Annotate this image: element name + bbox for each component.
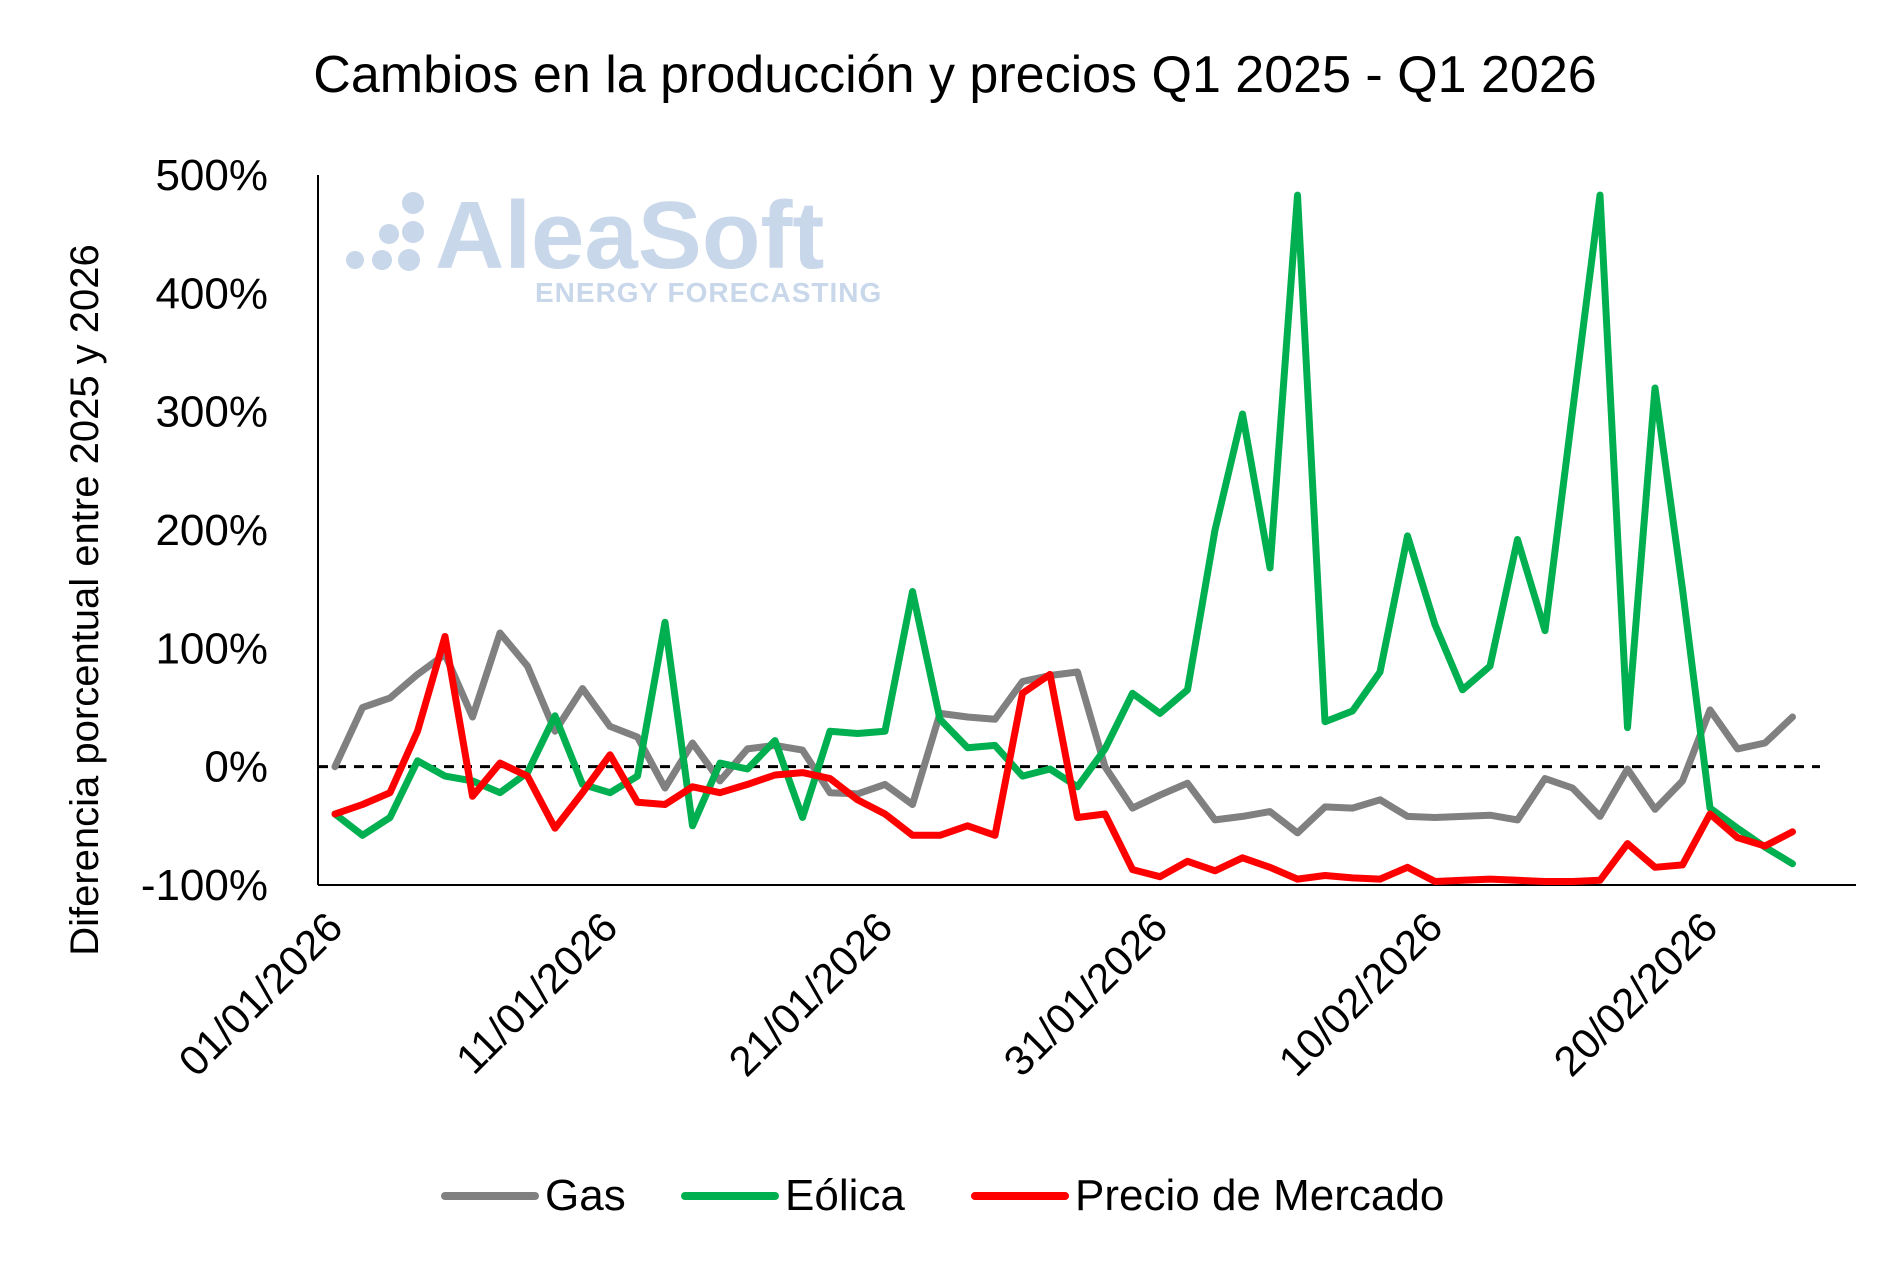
x-tick-label: 20/02/2026 [1544,903,1726,1085]
legend: Gas Eólica Precio de Mercado [441,1171,1444,1220]
watermark-tagline: ENERGY FORECASTING [535,277,882,308]
legend-label: Precio de Mercado [1075,1171,1444,1220]
y-tick-label: 200% [155,506,268,555]
y-tick-label: 300% [155,388,268,437]
y-tick-label: 400% [155,269,268,318]
legend-label: Gas [545,1171,626,1220]
y-axis-label: Diferencia porcentual entre 2025 y 2026 [63,244,107,956]
series-line-gas [331,629,1796,837]
y-tick-label: 100% [155,624,268,673]
y-tick-label: -100% [141,861,268,910]
y-tick-label: 500% [155,151,268,200]
series-line-e-lica [331,191,1796,868]
legend-label: Eólica [785,1171,905,1220]
series-lines [331,191,1796,885]
x-tick-label: 11/01/2026 [447,903,627,1083]
x-tick-label: 31/01/2026 [994,903,1176,1085]
watermark: AleaSoft ENERGY FORECASTING [346,182,882,308]
series-line-precio-de-mercado [331,633,1796,885]
watermark-brand: AleaSoft [435,182,824,289]
x-tick-label: 21/01/2026 [719,903,901,1085]
chart-title: Cambios en la producción y precios Q1 20… [313,46,1596,104]
x-tick-labels: 01/01/2026 11/01/2026 21/01/2026 31/01/2026… [169,903,1726,1085]
x-tick-label: 01/01/2026 [169,903,351,1085]
y-tick-label: 0% [204,743,268,792]
y-tick-labels: -100% 0% 100% 200% 300% 400% 500% [141,151,268,910]
x-tick-label: 10/02/2026 [1269,903,1451,1085]
watermark-dots-icon [346,192,424,271]
